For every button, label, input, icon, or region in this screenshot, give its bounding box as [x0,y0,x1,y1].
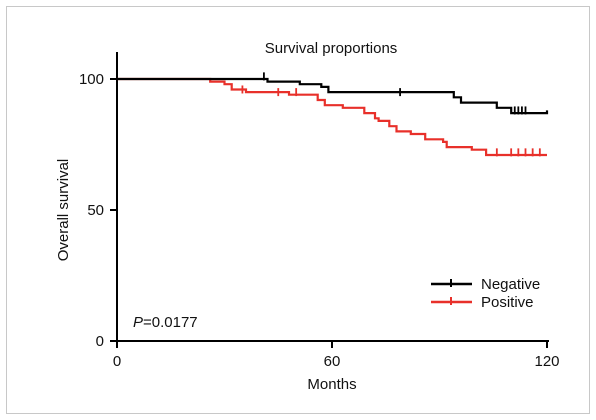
x-tick-label: 0 [113,353,121,370]
ticks: 0 50 100 0 60 120 [79,71,560,370]
x-axis-label: Months [307,376,356,393]
legend-label-negative: Negative [481,276,540,293]
x-tick-label: 120 [534,353,559,370]
x-tick-label: 60 [324,353,341,370]
p-value-text: =0.0177 [143,314,198,331]
chart-frame [6,6,590,414]
series-layer [117,72,549,157]
y-axis-label: Overall survival [55,159,72,262]
y-tick-label: 100 [79,71,104,88]
p-value-letter: P [133,314,143,331]
legend-label-positive: Positive [481,294,534,311]
series-line-negative [117,77,549,115]
series-line-positive [117,77,547,157]
y-tick-label: 50 [87,202,104,219]
y-tick-label: 0 [96,333,104,350]
p-value-annotation: P=0.0177 [133,314,198,331]
chart-title: Survival proportions [265,40,398,57]
